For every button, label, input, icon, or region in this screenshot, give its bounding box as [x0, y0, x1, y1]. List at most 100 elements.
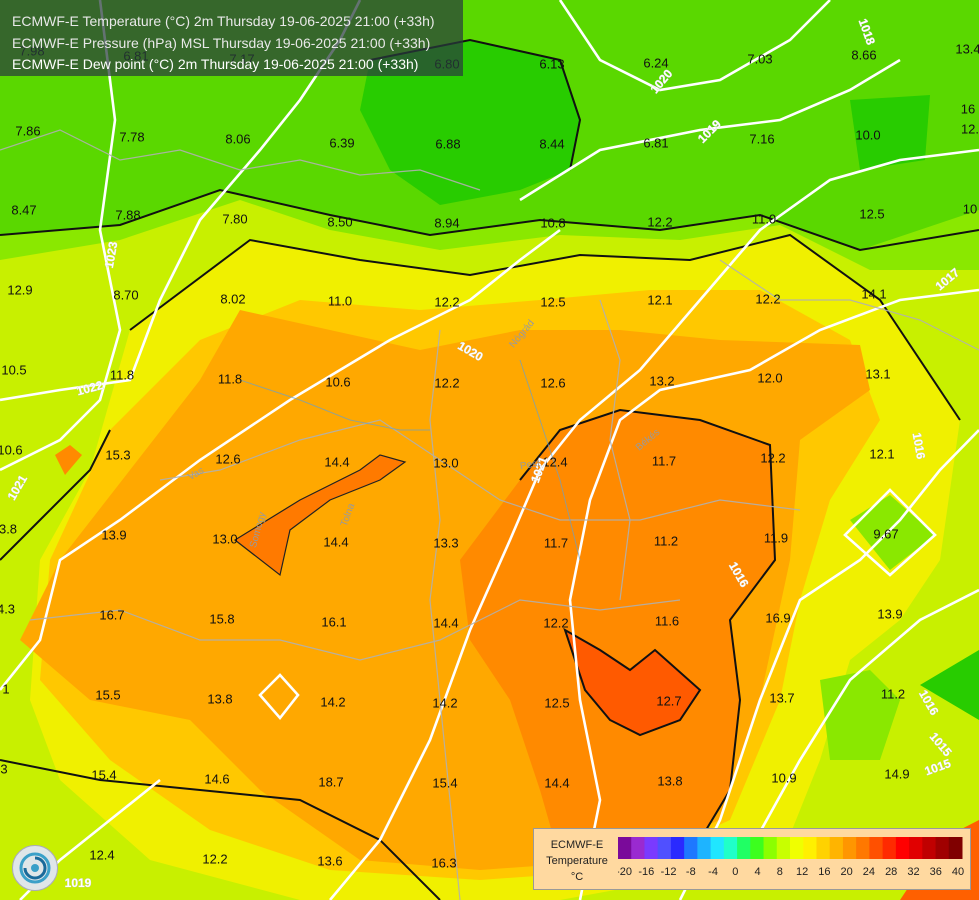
legend-tick-label: 24	[863, 866, 875, 878]
legend-swatch	[856, 837, 870, 859]
dewpoint-value: 14.2	[320, 694, 345, 709]
legend-swatch	[895, 837, 910, 859]
isobar-label: 1016	[910, 431, 928, 460]
legend-swatch	[882, 837, 897, 859]
legend-swatch	[763, 837, 778, 859]
dewpoint-value: 7.16	[749, 131, 774, 146]
legend-swatch	[684, 837, 698, 859]
dewpoint-value: 6.24	[643, 55, 668, 70]
legend-tick-label: -16	[638, 866, 654, 878]
title-dewpoint: ECMWF-E Dew point (°C) 2m Thursday 19-06…	[12, 56, 419, 72]
dewpoint-value: 7.78	[119, 129, 144, 144]
dewpoint-value: 12.5	[859, 206, 884, 221]
legend-title-variable: Temperature	[546, 855, 608, 867]
dewpoint-value: 7.03	[747, 51, 772, 66]
isotherm-lines	[0, 38, 979, 900]
dewpoint-value: 6.39	[329, 135, 354, 150]
legend-swatch	[909, 837, 923, 859]
dewpoint-value: 11.9	[764, 530, 788, 545]
dewpoint-value: 11.7	[652, 453, 676, 468]
legend-tick-label: 40	[952, 866, 964, 878]
color-legend: ECMWF-E Temperature °C -20 -16 -12 -8 -4 0 4 8 1…	[533, 828, 971, 890]
dewpoint-values-layer: 7.986.817.176.806.136.247.038.6613.47.86…	[0, 41, 979, 870]
field-hotspot-west	[233, 454, 407, 577]
dewpoint-value: 3.8	[0, 521, 17, 536]
dewpoint-value: 12.0	[757, 370, 782, 385]
isobar-label: 1019	[65, 876, 92, 890]
legend-tick-label: -20	[618, 866, 632, 878]
dewpoint-value: 11.6	[655, 613, 679, 628]
dewpoint-value: 16.1	[321, 614, 346, 629]
dewpoint-value: 13.4	[955, 41, 979, 56]
legend-tick-label: 16	[818, 866, 830, 878]
dewpoint-value: 13.7	[769, 690, 794, 705]
dewpoint-value: 14.1	[861, 286, 886, 301]
legend-tick-label: -8	[686, 866, 696, 878]
dewpoint-value: 12.2	[434, 375, 459, 390]
place-label: Pest	[519, 458, 541, 472]
legend-swatch	[710, 837, 725, 859]
dewpoint-value: 13.8	[657, 773, 682, 788]
legend-swatch	[750, 837, 765, 859]
dewpoint-value: 8.47	[11, 202, 36, 217]
dewpoint-value: 12.	[961, 121, 979, 136]
legend-swatch	[816, 837, 831, 859]
dewpoint-value: 12.2	[755, 291, 780, 306]
dewpoint-value: 8.06	[225, 131, 250, 146]
dewpoint-value: 7.80	[222, 211, 247, 226]
field-green-east	[850, 95, 930, 170]
dewpoint-value: 11.8	[218, 371, 242, 386]
dewpoint-value: 16	[961, 101, 975, 116]
dewpoint-value: 12.4	[89, 847, 114, 862]
dewpoint-value: 10.6	[325, 374, 350, 389]
dewpoint-value: 10	[963, 201, 977, 216]
title-pressure: ECMWF-E Pressure (hPa) MSL Thursday 19-0…	[12, 35, 431, 51]
dewpoint-value: 14.4	[323, 534, 348, 549]
dewpoint-value: 11.7	[544, 535, 568, 550]
legend-tick-label: -4	[708, 866, 718, 878]
dewpoint-value: 1	[2, 681, 9, 696]
dewpoint-value: 10.9	[771, 770, 796, 785]
dewpoint-value: 13.6	[317, 853, 342, 868]
legend-tick-label: -12	[661, 866, 677, 878]
field-orange	[460, 410, 775, 870]
field-green-e2	[850, 495, 935, 570]
dewpoint-value: 4.3	[0, 601, 15, 616]
dewpoint-value: 11.2	[881, 686, 905, 701]
legend-tick-label: 8	[777, 866, 783, 878]
dewpoint-value: 12.5	[544, 695, 569, 710]
provider-logo-icon	[12, 845, 58, 891]
legend-swatch	[922, 837, 937, 859]
dewpoint-value: 15.5	[95, 687, 120, 702]
dewpoint-value: 12.2	[434, 294, 459, 309]
dewpoint-value: 15.8	[209, 611, 234, 626]
dewpoint-value: 12.6	[215, 451, 240, 466]
dewpoint-value: 16.3	[431, 855, 456, 870]
legend-swatch	[935, 837, 950, 859]
dewpoint-value: 13.3	[433, 535, 458, 550]
legend-unit: °C	[570, 871, 584, 883]
dewpoint-value: 12.2	[647, 214, 672, 229]
dewpoint-value: 7.88	[115, 207, 140, 222]
dewpoint-value: 12.1	[647, 292, 672, 307]
legend-tick-label: 4	[755, 866, 761, 878]
dewpoint-value: 7.86	[15, 123, 40, 138]
legend-tick-label: 36	[930, 866, 942, 878]
legend-tick-label: 32	[907, 866, 919, 878]
legend-colorbar: -20 -16 -12 -8 -4 0 4 8 12 16 20 24 28 32 36 40	[618, 837, 964, 878]
dewpoint-value: 13.2	[649, 373, 674, 388]
dewpoint-value: 11.0	[328, 293, 352, 308]
dewpoint-value: 11.0	[752, 211, 776, 226]
dewpoint-value: 14.2	[432, 695, 457, 710]
dewpoint-value: 15.3	[105, 447, 130, 462]
dewpoint-value: 6.13	[539, 56, 564, 71]
dewpoint-value: 18.7	[318, 774, 343, 789]
dewpoint-value: 6.88	[435, 136, 460, 151]
country-borders	[0, 129, 979, 900]
dewpoint-value: 11.8	[110, 367, 134, 382]
dewpoint-value: 10.0	[855, 127, 880, 142]
dewpoint-value: 14.6	[204, 771, 229, 786]
dewpoint-value: 14.4	[433, 615, 458, 630]
